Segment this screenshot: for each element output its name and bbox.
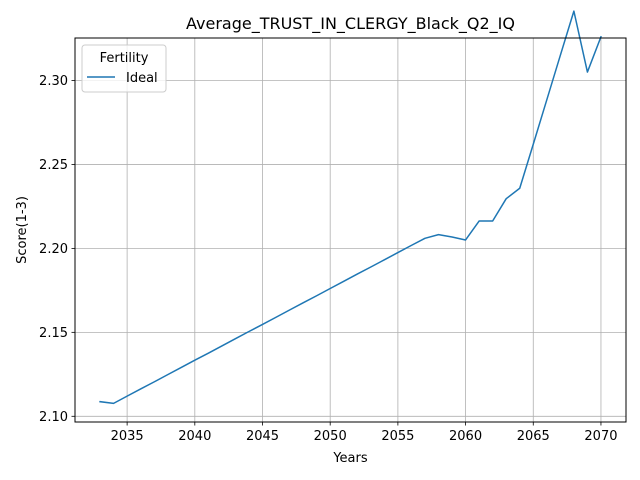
legend-label-ideal: Ideal [126, 71, 158, 86]
x-tick-label: 2040 [178, 429, 211, 444]
x-axis-title: Years [332, 451, 368, 466]
x-tick-label: 2045 [246, 429, 279, 444]
legend-box [81, 44, 167, 93]
y-axis-title: Score(1-3) [15, 196, 30, 264]
x-axis: 2035 2040 2045 2050 2055 2060 2065 2070 [111, 422, 618, 444]
grid [75, 38, 626, 422]
x-tick-label: 2065 [517, 429, 550, 444]
series-line-ideal [99, 10, 602, 405]
y-tick-label: 2.10 [39, 410, 68, 425]
chart-title: Average_TRUST_IN_CLERGY_Black_Q2_IQ [186, 14, 515, 34]
x-tick-label: 2055 [381, 429, 414, 444]
x-tick-label: 2070 [584, 429, 617, 444]
series-layer [99, 10, 602, 405]
x-tick-label: 2060 [449, 429, 482, 444]
legend-title: Fertility [100, 51, 149, 66]
x-tick-label: 2050 [314, 429, 347, 444]
y-tick-label: 2.20 [39, 242, 68, 257]
y-tick-label: 2.30 [39, 74, 68, 89]
y-tick-label: 2.15 [39, 326, 68, 341]
y-tick-label: 2.25 [39, 158, 68, 173]
x-tick-label: 2035 [111, 429, 144, 444]
plot-frame [74, 37, 627, 423]
y-axis: 2.10 2.15 2.20 2.25 2.30 [39, 74, 75, 425]
legend: Fertility Ideal [81, 44, 167, 93]
